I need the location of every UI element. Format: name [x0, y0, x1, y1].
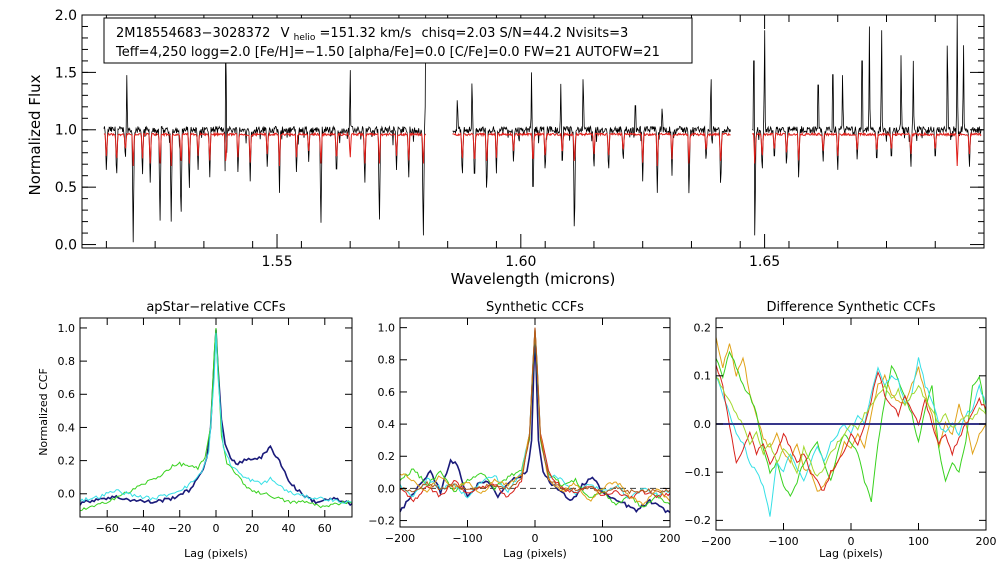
observed-spectrum-chip-2	[452, 72, 731, 227]
spectrum-panel: 1.55 1.60 1.65 0.0 0.5 1.0 1.5 2.0 Wavelength (m…	[26, 8, 985, 288]
synthetic-ccf-series-brown	[400, 327, 670, 495]
apstar-ccf-title: apStar−relative CCFs	[146, 300, 286, 315]
spectrum-frame	[81, 14, 985, 249]
apstar-ccf-ytick-label: 1.0	[58, 322, 76, 335]
difference-ccf-title: Difference Synthetic CCFs	[766, 300, 935, 315]
apstar-ccf-xtick-label: −60	[96, 522, 119, 535]
difference-ccf-series-cyan	[716, 357, 986, 517]
info-box-frame	[103, 17, 693, 64]
apstar-ccf-xtick-label: −20	[168, 522, 191, 535]
difference-ccf-xlabel: Lag (pixels)	[819, 547, 883, 560]
apstar-ccf-ytick-label: 0.2	[58, 454, 76, 467]
stellar-params: Teff=4,250 logg=2.0 [Fe/H]=−1.50 [alpha/…	[115, 45, 660, 60]
difference-ccf-xtick-label: −200	[701, 535, 731, 548]
difference-ccf-ytick-label: −0.1	[684, 466, 711, 479]
spectrum-ytick-label: 1.0	[55, 123, 77, 139]
apstar-ccf-panel: −60 −40 −20 0 20 40 60 0.0 0.2 0.4 0.6 0.8 1.0 Lag (p…	[37, 300, 353, 560]
difference-ccf-series-green	[716, 350, 986, 503]
spectrum-ytick-label: 2.0	[55, 8, 77, 24]
model-spectrum-chip-3	[752, 131, 982, 167]
model-spectrum-chip-2	[452, 131, 731, 167]
synthetic-ccf-title: Synthetic CCFs	[486, 300, 584, 315]
spectrum-xtick-label: 1.55	[261, 254, 292, 270]
difference-ccf-ytick-label: 0.1	[694, 370, 712, 383]
spectrum-ytick-label: 0.5	[55, 180, 77, 196]
info-box: 2M18554683−3028372 V helio =151.32 km/s …	[103, 17, 693, 64]
apstar-ccf-ylabel: Normalized CCF	[37, 368, 50, 456]
spectrum-xtick-label: 1.65	[749, 254, 780, 270]
synthetic-ccf-panel: −200 −100 0 100 200 −0.2 0.0 0.2 0.4 0.6 0.8 1.0 Lag…	[368, 300, 680, 560]
synthetic-ccf-ytick-label: 0.2	[378, 450, 396, 463]
apstar-ccf-xtick-label: 60	[318, 522, 332, 535]
difference-ccf-ytick-label: −0.2	[684, 514, 711, 527]
difference-ccf-ytick-label: 0.0	[694, 418, 712, 431]
synthetic-ccf-plot-area	[400, 327, 670, 514]
fit-stats: chisq=2.03 S/N=44.2 Nvisits=3	[422, 26, 629, 41]
difference-ccf-xtick-label: 100	[908, 535, 929, 548]
observed-spectrum-chip-3	[752, 15, 982, 236]
synthetic-ccf-xtick-label: 200	[660, 532, 681, 545]
synthetic-ccf-xtick-label: 0	[532, 532, 539, 545]
star-id: 2M18554683−3028372	[116, 26, 270, 41]
difference-ccf-series-yellowgreen	[716, 376, 986, 477]
difference-ccf-xtick-label: 0	[848, 535, 855, 548]
spectrum-ylabel: Normalized Flux	[26, 74, 44, 195]
synthetic-ccf-xtick-label: −100	[452, 532, 482, 545]
synthetic-ccf-ytick-label: 1.0	[378, 321, 396, 334]
synthetic-ccf-ytick-label: 0.0	[378, 482, 396, 495]
velocity-subscript: helio	[294, 33, 316, 43]
apstar-ccf-series-navy	[80, 329, 352, 507]
synthetic-ccf-xtick-label: −200	[385, 532, 415, 545]
apstar-ccf-xtick-label: 20	[245, 522, 259, 535]
synthetic-ccf-ytick-label: −0.2	[368, 514, 395, 527]
apstar-ccf-frame	[79, 317, 353, 518]
difference-ccf-xtick-label: 200	[976, 535, 997, 548]
model-spectrum-chip-1	[103, 131, 427, 167]
difference-ccf-plot-area	[716, 337, 986, 517]
difference-ccf-panel: −200 −100 0 100 200 −0.2 −0.1 0.0 0.1 0.2 Lag (pix…	[684, 300, 996, 560]
apstar-ccf-xtick-label: −40	[132, 522, 155, 535]
apstar-ccf-ytick-label: 0.0	[58, 488, 76, 501]
apstar-ccf-plot-area	[80, 327, 352, 512]
info-line-1: 2M18554683−3028372 V helio =151.32 km/s …	[116, 26, 628, 44]
synthetic-ccf-series-navy	[400, 335, 670, 514]
apstar-ccf-ytick-label: 0.6	[58, 388, 76, 401]
synthetic-ccf-xlabel: Lag (pixels)	[503, 547, 567, 560]
apstar-ccf-ytick-label: 0.8	[58, 355, 76, 368]
spectrum-plot-area	[103, 15, 982, 243]
synthetic-ccf-xtick-label: 100	[592, 532, 613, 545]
apstar-ccf-xlabel: Lag (pixels)	[184, 547, 248, 560]
difference-ccf-xtick-label: −100	[768, 535, 798, 548]
apstar-ccf-series-cyan	[80, 332, 352, 504]
synthetic-ccf-ytick-label: 0.4	[378, 418, 396, 431]
synthetic-ccf-ytick-label: 0.8	[378, 354, 396, 367]
velocity-symbol: V	[281, 26, 290, 41]
difference-ccf-ytick-label: 0.2	[694, 321, 712, 334]
spectrum-xtick-label: 1.60	[505, 254, 536, 270]
apstar-ccf-ytick-label: 0.4	[58, 421, 76, 434]
synthetic-ccf-ytick-label: 0.6	[378, 386, 396, 399]
apstar-ccf-xtick-label: 40	[282, 522, 296, 535]
spectrum-ytick-label: 1.5	[55, 65, 77, 81]
spectrum-ytick-label: 0.0	[55, 237, 77, 253]
spectrum-xlabel: Wavelength (microns)	[451, 270, 616, 288]
apstar-ccf-series-green	[80, 327, 352, 512]
velocity-value: =151.32 km/s	[320, 26, 412, 41]
apstar-ccf-xtick-label: 0	[213, 522, 220, 535]
